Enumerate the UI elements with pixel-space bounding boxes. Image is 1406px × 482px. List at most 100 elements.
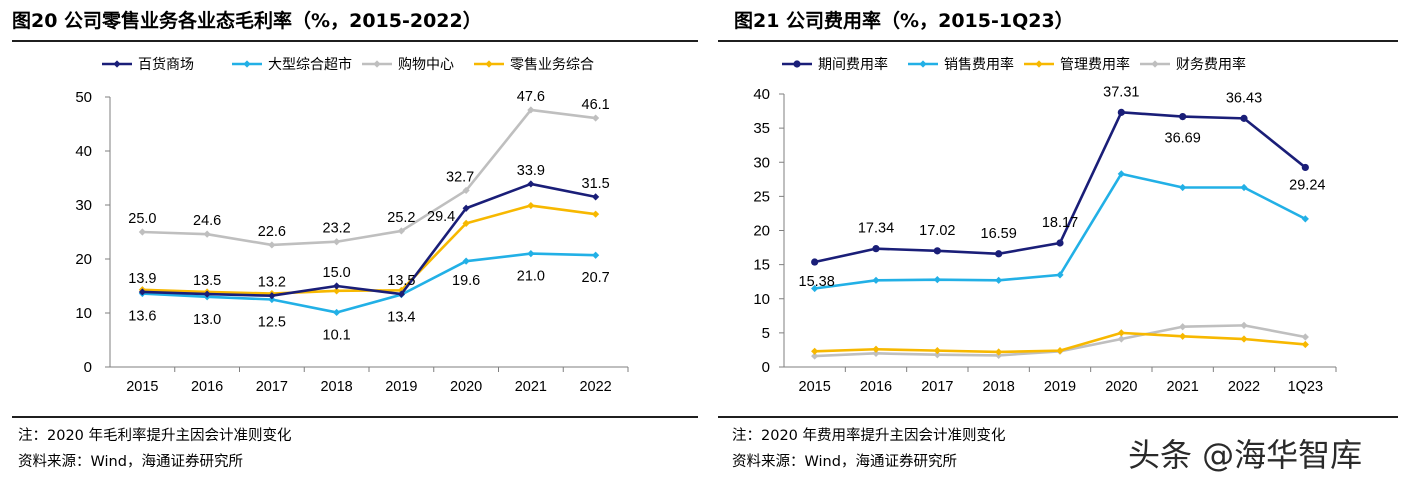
data-label: 47.6 <box>517 89 545 105</box>
data-label: 13.9 <box>128 271 156 287</box>
legend-marker <box>793 60 801 68</box>
series-0 <box>811 108 1309 266</box>
data-point <box>333 282 341 290</box>
data-point <box>1179 112 1187 121</box>
data-point <box>1117 170 1125 178</box>
x-tick-label: 2017 <box>256 379 288 395</box>
legend-label: 百货商场 <box>138 56 194 73</box>
data-point <box>1240 335 1248 343</box>
y-tick-label: 30 <box>75 197 92 214</box>
legend-label: 购物中心 <box>398 57 454 73</box>
data-point <box>933 276 941 284</box>
watermark: 头条 @海华智库 <box>1128 436 1363 474</box>
data-label: 16.59 <box>981 226 1017 242</box>
data-point <box>592 251 600 259</box>
data-point <box>872 276 880 284</box>
x-tick-label: 2019 <box>1044 379 1076 395</box>
legend-label: 财务费用率 <box>1176 56 1246 73</box>
data-point <box>268 292 276 300</box>
data-label: 15.0 <box>323 265 351 281</box>
data-point <box>811 258 819 266</box>
legend-label: 零售业务综合 <box>510 57 594 73</box>
data-label: 13.2 <box>258 275 286 291</box>
data-label: 46.1 <box>582 97 610 113</box>
data-point <box>592 114 600 122</box>
data-point <box>1179 323 1187 331</box>
data-point <box>1117 108 1125 116</box>
legend-label: 管理费用率 <box>1060 56 1130 73</box>
data-label: 22.6 <box>258 224 286 240</box>
series-line <box>142 108 596 247</box>
data-label: 20.7 <box>582 270 610 286</box>
legend-marker <box>1035 60 1043 68</box>
legend-label: 期间费用率 <box>818 56 888 73</box>
data-point <box>1117 329 1125 337</box>
data-label: 29.24 <box>1289 177 1325 193</box>
data-label: 18.17 <box>1042 215 1078 231</box>
data-label: 31.5 <box>582 176 610 192</box>
x-tick-label: 2018 <box>983 379 1015 395</box>
y-tick-label: 50 <box>75 89 92 106</box>
data-label: 12.5 <box>258 315 286 331</box>
y-tick-label: 20 <box>753 223 770 240</box>
data-point <box>333 238 341 246</box>
data-point <box>592 193 600 201</box>
data-point <box>1056 239 1064 247</box>
x-tick-label: 2019 <box>385 379 417 395</box>
y-tick-label: 15 <box>753 257 770 274</box>
legend-marker <box>113 60 121 68</box>
data-point <box>933 351 941 359</box>
x-tick-label: 2020 <box>450 379 482 395</box>
x-tick-label: 2021 <box>1167 379 1199 395</box>
data-label: 21.0 <box>517 269 545 285</box>
legend-marker <box>373 60 381 68</box>
data-label: 33.9 <box>517 163 545 179</box>
data-label: 24.6 <box>193 213 221 229</box>
y-tick-label: 0 <box>84 359 92 376</box>
series-2 <box>138 106 600 249</box>
legend-item: 零售业务综合 <box>474 57 594 73</box>
x-tick-label: 2018 <box>320 379 352 395</box>
data-label: 17.34 <box>858 221 894 237</box>
data-point <box>203 230 211 238</box>
data-point <box>462 219 470 227</box>
top-rule <box>12 40 698 42</box>
right-panel: 图21 公司费用率（%，2015-1Q23） 0 5 10 15 20 25 30 35 40 2… <box>718 0 1406 482</box>
data-label: 29.4 <box>427 209 455 225</box>
expense-ratio-chart: 0 5 10 15 20 25 30 35 40 2015 2016 2017 2018 2019 2020… <box>753 56 1337 395</box>
data-label: 10.1 <box>323 327 351 343</box>
data-point <box>811 347 819 355</box>
x-tick-label: 2015 <box>126 379 158 395</box>
bottom-rule <box>12 416 698 418</box>
data-point <box>1179 332 1187 340</box>
y-tick-label: 40 <box>753 86 770 103</box>
data-point <box>462 204 470 212</box>
chart-note: 注：2020 年费用率提升主因会计准则变化 <box>732 428 1006 444</box>
chart-source: 资料来源：Wind，海通证券研究所 <box>732 454 957 470</box>
data-label: 13.4 <box>387 310 415 326</box>
x-tick-label: 2017 <box>921 379 953 395</box>
data-label: 17.02 <box>919 223 955 239</box>
data-point <box>1240 321 1248 329</box>
data-label: 13.5 <box>387 273 415 289</box>
data-label: 13.0 <box>193 312 221 328</box>
bottom-rule <box>718 416 1398 418</box>
y-tick-label: 25 <box>753 188 770 205</box>
data-label: 19.6 <box>452 273 480 289</box>
data-point <box>1240 114 1248 122</box>
y-tick-label: 30 <box>753 154 770 171</box>
data-label: 13.5 <box>193 273 221 289</box>
x-tick-label: 2021 <box>515 379 547 395</box>
data-point <box>268 241 276 249</box>
data-point <box>527 180 535 188</box>
left-panel: 图20 公司零售业务各业态毛利率（%，2015-2022） 0 10 20 30 40 5… <box>0 0 698 482</box>
y-tick-label: 0 <box>762 359 770 376</box>
legend-marker <box>1151 60 1159 68</box>
gross-margin-chart: 0 10 20 30 40 50 2015 2016 2017 2018 2019 2020 2021 2… <box>75 56 629 395</box>
data-label: 25.2 <box>387 210 415 226</box>
x-tick-label: 2016 <box>191 379 223 395</box>
y-tick-label: 40 <box>75 143 92 160</box>
x-tick-label: 2020 <box>1105 379 1137 395</box>
legend-marker <box>485 60 493 68</box>
data-point <box>933 347 941 355</box>
